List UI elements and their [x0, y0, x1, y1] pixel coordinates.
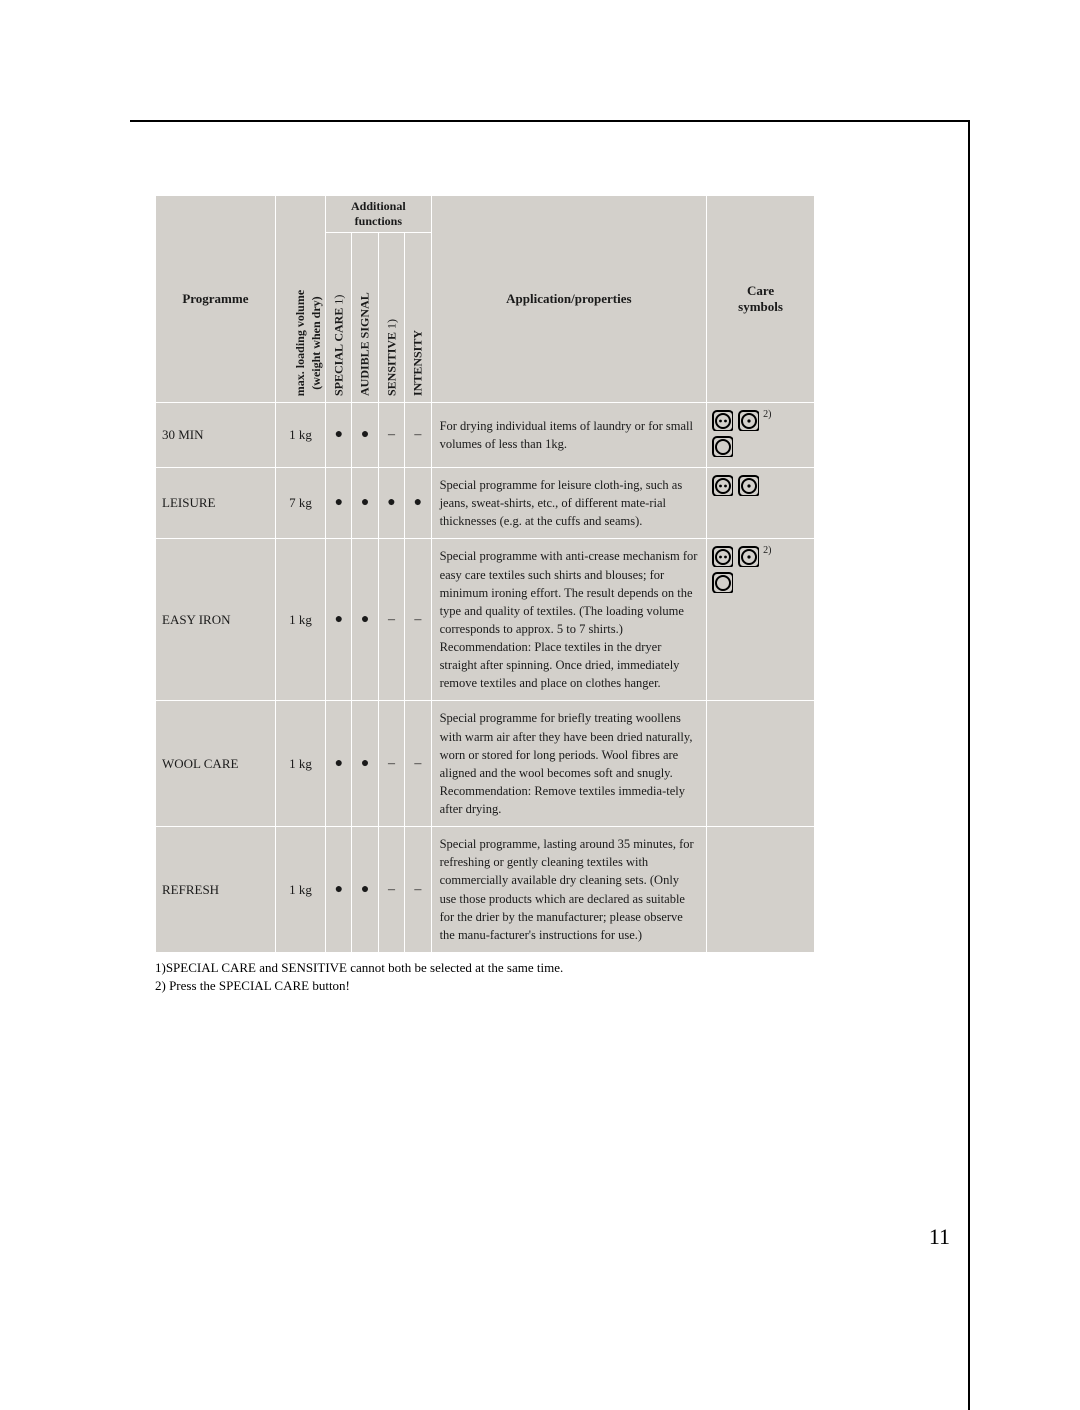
cell-special-care: ● [326, 403, 352, 468]
footnote: 2) Press the SPECIAL CARE button! [155, 977, 815, 995]
col-audible-signal: AUDIBLE SIGNAL [352, 233, 378, 403]
weight: 1 kg [275, 701, 325, 827]
description: Special programme for briefly treating w… [431, 701, 707, 827]
programme-name: EASY IRON [156, 539, 276, 701]
care-symbols [707, 701, 815, 827]
cell-sensitive: – [378, 827, 404, 953]
table-row: EASY IRON 1 kg ● ● – – Special programme… [156, 539, 815, 701]
programme-name: LEISURE [156, 468, 276, 539]
two-dot-icon [711, 474, 733, 496]
weight: 7 kg [275, 468, 325, 539]
weight: 1 kg [275, 827, 325, 953]
cell-special-care: ● [326, 539, 352, 701]
cell-sensitive: – [378, 403, 404, 468]
description: Special programme, lasting around 35 min… [431, 827, 707, 953]
one-dot-icon [737, 409, 759, 431]
circle-icon [711, 435, 733, 457]
description: For drying individual items of laundry o… [431, 403, 707, 468]
page-number: 11 [929, 1224, 950, 1250]
cell-intensity: – [405, 539, 431, 701]
col-intensity: INTENSITY [405, 233, 431, 403]
cell-intensity: – [405, 827, 431, 953]
footnotes: 1)SPECIAL CARE and SENSITIVE cannot both… [155, 959, 815, 995]
weight: 1 kg [275, 539, 325, 701]
cell-special-care: ● [326, 827, 352, 953]
col-application: Application/properties [431, 196, 707, 403]
description: Special programme with anti-crease mecha… [431, 539, 707, 701]
care-note-ref: 2) [763, 545, 771, 556]
cell-special-care: ● [326, 468, 352, 539]
cell-sensitive: ● [378, 468, 404, 539]
programme-name: REFRESH [156, 827, 276, 953]
cell-audible-signal: ● [352, 468, 378, 539]
col-care-symbols: Caresymbols [707, 196, 815, 403]
cell-intensity: – [405, 403, 431, 468]
cell-audible-signal: ● [352, 701, 378, 827]
table-row: 30 MIN 1 kg ● ● – – For drying individua… [156, 403, 815, 468]
col-max-loading: max. loading volume(weight when dry) [275, 196, 325, 403]
programme-name: 30 MIN [156, 403, 276, 468]
programme-name: WOOL CARE [156, 701, 276, 827]
care-symbols: 2) [707, 403, 815, 468]
cell-intensity: – [405, 701, 431, 827]
one-dot-icon [737, 474, 759, 496]
cell-special-care: ● [326, 701, 352, 827]
cell-audible-signal: ● [352, 827, 378, 953]
footnote: 1)SPECIAL CARE and SENSITIVE cannot both… [155, 959, 815, 977]
content: Programme max. loading volume(weight whe… [155, 195, 815, 995]
col-programme: Programme [156, 196, 276, 403]
one-dot-icon [737, 545, 759, 567]
table-row: WOOL CARE 1 kg ● ● – – Special programme… [156, 701, 815, 827]
care-note-ref: 2) [763, 409, 771, 420]
care-symbols [707, 827, 815, 953]
care-symbols [707, 468, 815, 539]
two-dot-icon [711, 545, 733, 567]
care-symbols: 2) [707, 539, 815, 701]
circle-icon [711, 571, 733, 593]
cell-sensitive: – [378, 701, 404, 827]
two-dot-icon [711, 409, 733, 431]
col-sensitive: SENSITIVE 1) [378, 233, 404, 403]
table-body: 30 MIN 1 kg ● ● – – For drying individua… [156, 403, 815, 953]
col-special-care: SPECIAL CARE 1) [326, 233, 352, 403]
cell-audible-signal: ● [352, 539, 378, 701]
weight: 1 kg [275, 403, 325, 468]
cell-intensity: ● [405, 468, 431, 539]
table-row: REFRESH 1 kg ● ● – – Special programme, … [156, 827, 815, 953]
table-row: LEISURE 7 kg ● ● ● ● Special programme f… [156, 468, 815, 539]
cell-audible-signal: ● [352, 403, 378, 468]
cell-sensitive: – [378, 539, 404, 701]
description: Special programme for leisure cloth-ing,… [431, 468, 707, 539]
programme-table: Programme max. loading volume(weight whe… [155, 195, 815, 953]
col-additional-functions: Additionalfunctions [326, 196, 431, 233]
